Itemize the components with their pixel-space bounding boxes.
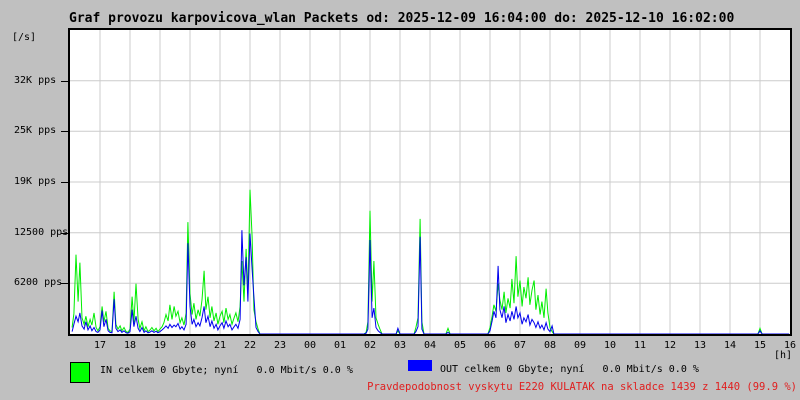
legend-in-swatch [70,362,90,383]
y-axis-tick [61,182,68,183]
x-axis-hour-label: 00 [303,340,317,351]
y-axis-label: 25K pps [14,125,57,137]
x-axis-unit-label: [h] [774,350,793,361]
x-axis-hour-label: 10 [603,340,617,351]
x-axis-hour-label: 11 [633,340,647,351]
x-axis-hour-label: 12 [663,340,677,351]
x-axis-hour-label: 19 [153,340,167,351]
x-axis-hour-label: 16 [783,340,797,351]
y-axis-tick [61,283,68,285]
graph-title: Graf provozu karpovicova_wlan Packets od… [69,11,735,26]
x-axis-hour-label: 07 [513,340,527,351]
x-axis-hour-label: 23 [273,340,287,351]
legend-in-label: IN celkem 0 Gbyte; nyní 0.0 Mbit/s 0.0 % [100,365,353,376]
x-axis-hour-label: 01 [333,340,347,351]
traffic-plot-area [68,28,792,336]
x-axis-hour-label: 04 [423,340,437,351]
y-axis-label: 19K pps [14,176,57,187]
y-axis-unit-label: [/s] [12,32,37,43]
x-axis-hour-label: 02 [363,340,377,351]
y-axis-tick [61,232,68,234]
x-axis-hour-label: 17 [93,340,107,351]
x-axis-hour-label: 22 [243,340,257,351]
x-axis-hour-label: 08 [543,340,557,351]
x-axis-hour-label: 18 [123,340,137,351]
traffic-plot-svg [70,30,790,334]
legend-out-swatch [408,360,432,371]
y-axis-tick [61,80,68,82]
x-axis-hour-label: 05 [453,340,467,351]
in-traffic-line [71,189,790,334]
x-axis-hour-label: 03 [393,340,407,351]
out-traffic-line [71,230,790,334]
x-axis-hour-label: 09 [573,340,587,351]
y-axis-tick [61,131,68,133]
x-axis-hour-label: 14 [723,340,737,351]
y-axis-label: 12500 pps [14,226,69,238]
y-axis-label: 32K pps [14,74,57,86]
legend-out-label: OUT celkem 0 Gbyte; nyní 0.0 Mbit/s 0.0 … [440,364,699,375]
x-axis-hour-label: 13 [693,340,707,351]
x-axis-hour-label: 06 [483,340,497,351]
x-axis-hour-label: 15 [753,340,767,351]
x-axis-hour-label: 20 [183,340,197,351]
y-axis-label: 6200 pps [14,277,63,289]
x-axis-hour-label: 21 [213,340,227,351]
footer-warning-text: Pravdepodobnost vyskytu E220 KULATAK na … [367,381,797,393]
